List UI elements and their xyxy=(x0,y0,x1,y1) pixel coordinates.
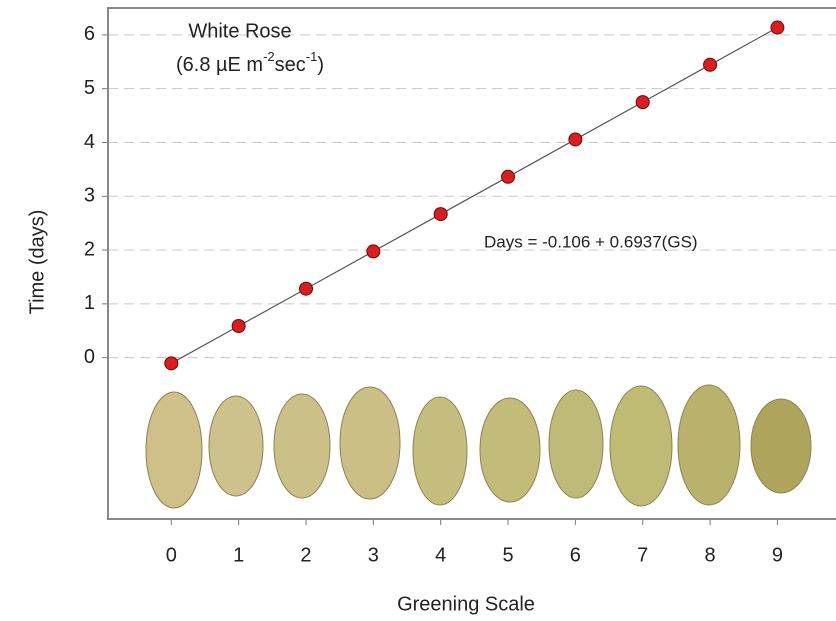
subtitle-part: -1 xyxy=(306,49,318,64)
data-point xyxy=(164,356,179,371)
fit-line xyxy=(171,27,778,364)
data-point xyxy=(231,319,246,334)
y-tick-label: 5 xyxy=(84,77,95,99)
x-tick-label: 0 xyxy=(166,544,177,566)
tuber xyxy=(677,384,741,506)
data-point xyxy=(770,20,785,35)
chart-subtitle: (6.8 µE m-2sec-1) xyxy=(176,49,324,76)
tuber xyxy=(145,391,203,509)
y-tick-label: 0 xyxy=(84,346,95,368)
subtitle-part: (6.8 µE m xyxy=(176,54,263,76)
tuber-photos xyxy=(145,384,812,509)
data-point xyxy=(703,57,718,72)
y-tick-label: 2 xyxy=(84,238,95,260)
tuber xyxy=(339,386,401,500)
subtitle-part: -2 xyxy=(263,49,275,64)
x-tick-label: 4 xyxy=(435,544,446,566)
x-tick-label: 2 xyxy=(300,544,311,566)
data-point xyxy=(568,132,583,147)
data-point xyxy=(366,244,381,259)
x-tick-label: 6 xyxy=(570,544,581,566)
x-tick-label: 5 xyxy=(502,544,513,566)
data-point xyxy=(298,281,313,296)
subtitle-part: ) xyxy=(317,54,324,76)
x-tick-label: 3 xyxy=(368,544,379,566)
data-point xyxy=(433,207,448,222)
y-axis-title: Time (days) xyxy=(26,210,48,315)
y-tick-label: 4 xyxy=(84,131,95,153)
tuber xyxy=(412,396,468,506)
x-tick-label: 7 xyxy=(637,544,648,566)
x-tick-label: 8 xyxy=(705,544,716,566)
x-axis-title: Greening Scale xyxy=(397,593,535,615)
tuber xyxy=(273,393,331,499)
tuber xyxy=(609,385,673,507)
tuber xyxy=(479,397,541,503)
chart-title: White Rose xyxy=(188,20,291,42)
y-tick-label: 1 xyxy=(84,292,95,314)
data-point xyxy=(635,95,650,110)
x-tick-label: 9 xyxy=(772,544,783,566)
annotation: Days = -0.106 + 0.6937(GS) xyxy=(484,232,698,251)
tuber xyxy=(208,395,264,497)
y-tick-label: 6 xyxy=(84,23,95,45)
subtitle-part: sec xyxy=(275,54,306,76)
x-tick-label: 1 xyxy=(233,544,244,566)
tuber xyxy=(548,389,604,499)
plot-frame xyxy=(107,7,836,520)
data-point xyxy=(501,169,516,184)
tuber xyxy=(750,398,812,494)
y-tick-label: 3 xyxy=(84,185,95,207)
